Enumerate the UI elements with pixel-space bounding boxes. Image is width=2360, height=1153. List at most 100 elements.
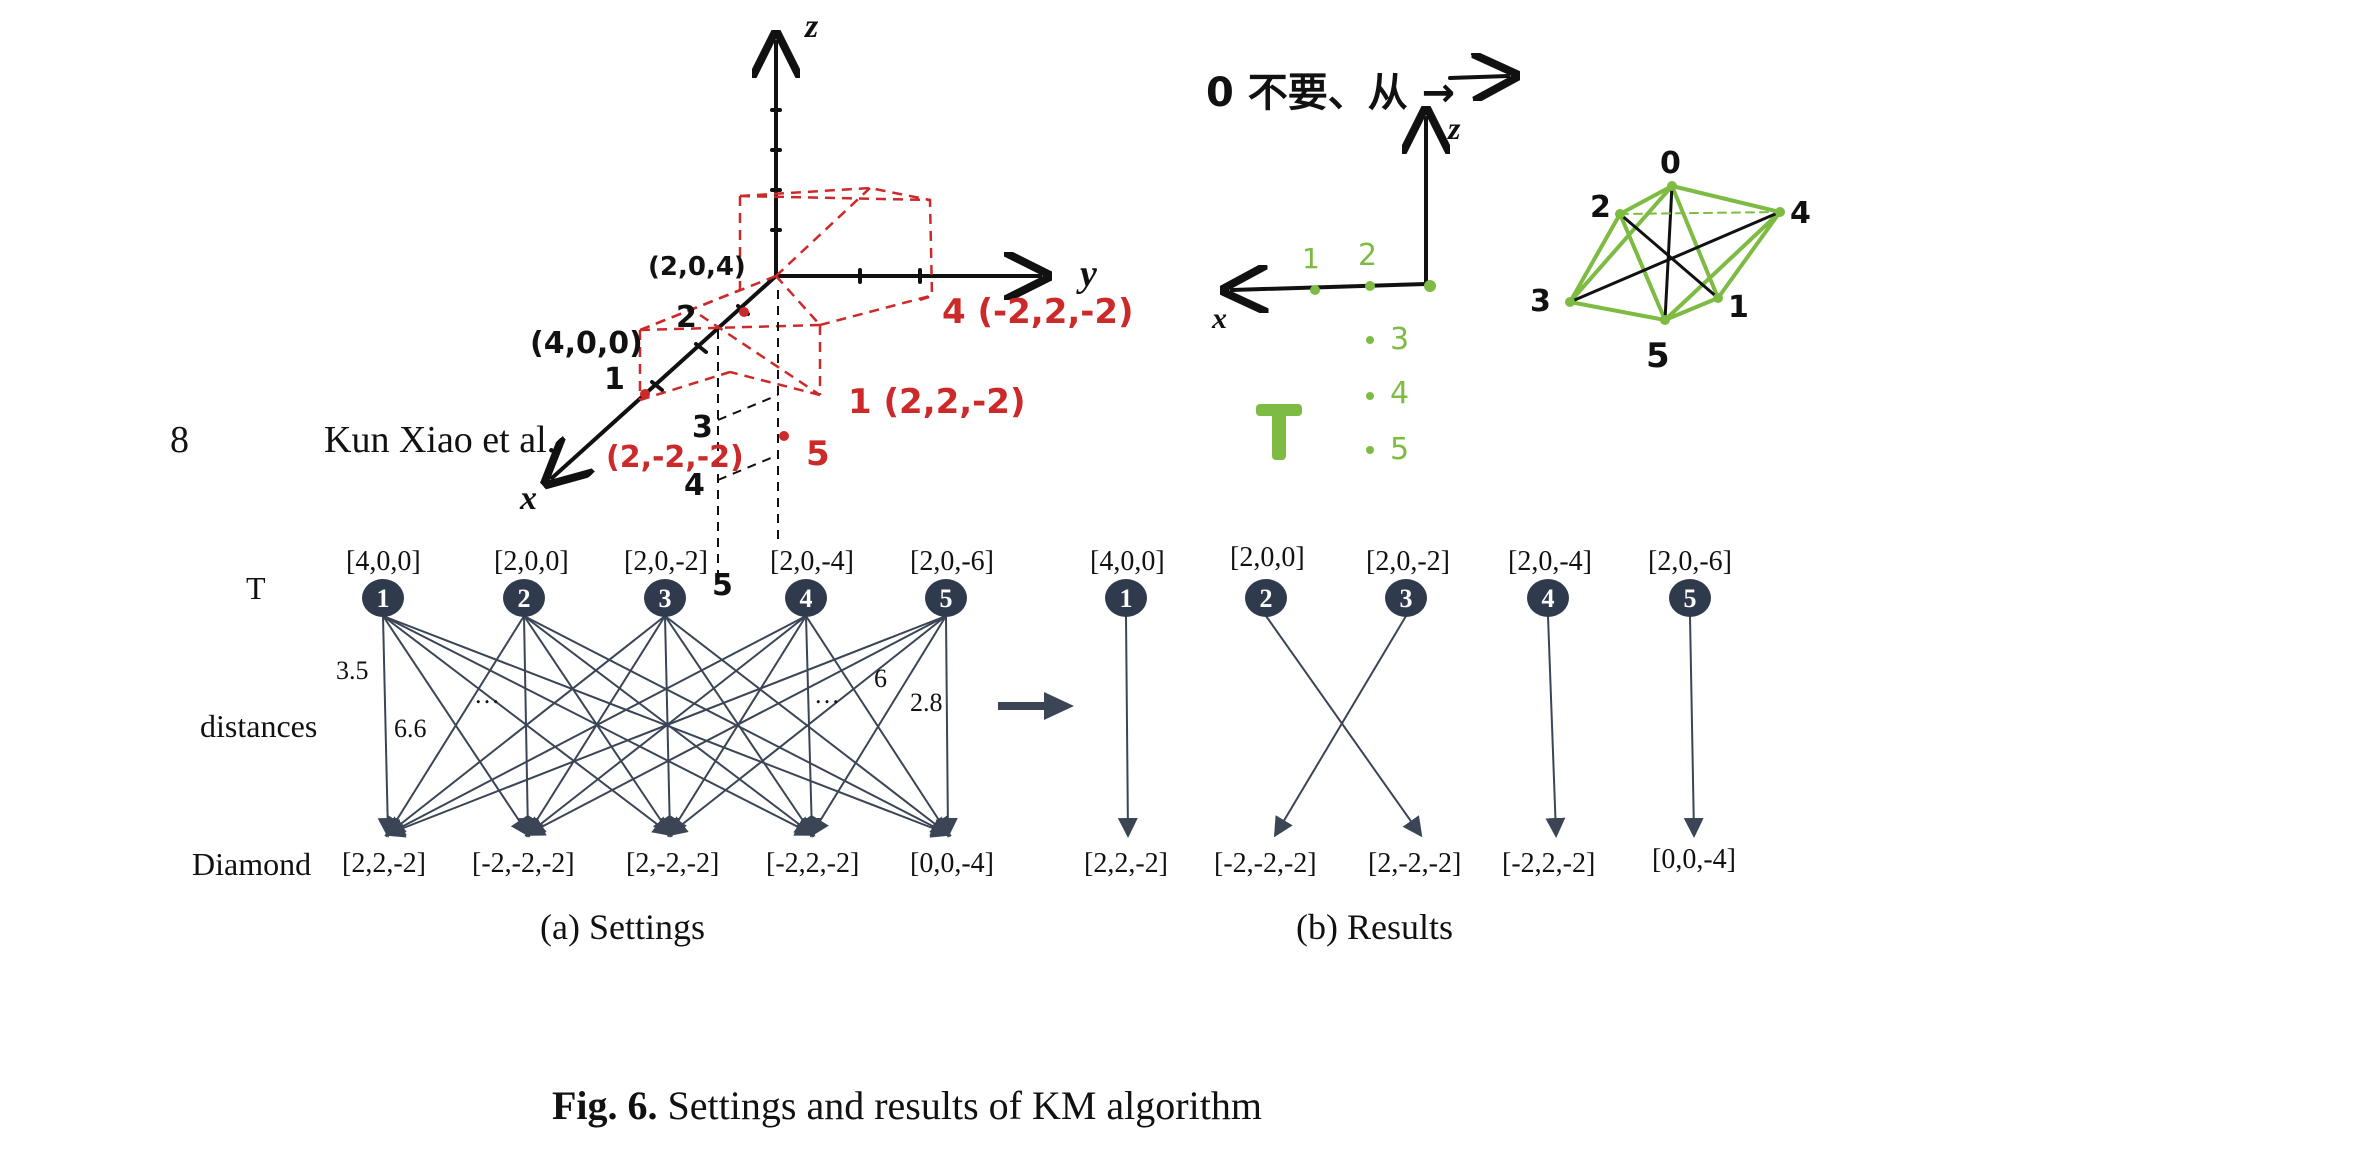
- svg-text:4: 4: [800, 584, 813, 613]
- octa-label-4: 4: [1790, 196, 1811, 231]
- red-point-dot: [779, 431, 789, 441]
- edge-t3-d1: [384, 615, 666, 837]
- edge-t4-d5: [805, 615, 951, 838]
- panel-a-edges: [377, 615, 958, 838]
- red-point-label-1: 1 (2,2,-2): [848, 382, 1026, 422]
- t-coord-2: [2,0,0]: [1230, 542, 1305, 573]
- distance-label: …: [814, 680, 840, 709]
- octa-label-2: 2: [1590, 190, 1611, 225]
- figure-caption-label: Fig. 6.: [552, 1083, 658, 1128]
- svg-text:2: 2: [518, 584, 531, 613]
- edge-t1-d1: [377, 615, 398, 838]
- octa-label-0: 0: [1660, 146, 1681, 181]
- depth-tick-4: 4: [684, 468, 705, 503]
- diamond-coord-2: [-2,-2,-2]: [1214, 848, 1317, 879]
- match-edge-t2: [1265, 615, 1423, 838]
- green-label-3: 3: [1390, 322, 1410, 357]
- x-tick-1: 1: [604, 362, 625, 397]
- right-z-axis-label: z: [1448, 110, 1461, 146]
- t-node-2: 2: [503, 579, 545, 617]
- sketch-red-box: [638, 186, 934, 402]
- red-point-label-4: 4 (-2,2,-2): [942, 292, 1134, 332]
- panel-b-edges: [1117, 615, 1704, 838]
- distance-label: …: [474, 680, 500, 709]
- sketch-right-axes: [1232, 76, 1508, 290]
- sketch-black-dashes: [717, 290, 779, 580]
- svg-text:3: 3: [1400, 584, 1413, 613]
- svg-text:2: 2: [1260, 584, 1273, 613]
- t-node-4: 4: [1527, 579, 1569, 617]
- t-node-3: 3: [1385, 579, 1427, 617]
- row-label-t: T: [246, 570, 266, 606]
- t-node-3: 3: [644, 579, 686, 617]
- t-coord-2: [2,0,0]: [494, 546, 569, 577]
- distance-label: 2.8: [910, 688, 943, 717]
- page-number: 8: [170, 419, 189, 461]
- panel-a-nodes: 1 2 3 4 5: [362, 579, 967, 617]
- x-axis-label: x: [520, 480, 537, 517]
- sketch-green-dots: [1310, 280, 1436, 454]
- diamond-coord-1: [2,2,-2]: [342, 848, 426, 879]
- diamond-coord-4: [-2,2,-2]: [766, 848, 860, 879]
- edge-t5-d1: [384, 615, 947, 838]
- sketch-3d-axes: [552, 42, 1040, 478]
- diamond-coord-3: [2,-2,-2]: [626, 848, 720, 879]
- t-coord-4: [2,0,-4]: [1508, 546, 1592, 577]
- green-label-4: 4: [1390, 376, 1410, 411]
- point-label-400: (4,0,0): [530, 326, 643, 361]
- green-t-text: T: [1256, 396, 1257, 398]
- distance-label: 3.5: [336, 656, 369, 685]
- t-node-2: 2: [1245, 579, 1287, 617]
- red-point-label-5: 5: [806, 434, 830, 474]
- depth-tick-3: 3: [692, 410, 713, 445]
- panel-b-nodes: 1 2 3 4 5: [1105, 579, 1711, 617]
- t-coord-4: [2,0,-4]: [770, 546, 854, 577]
- red-point-dot: [640, 389, 650, 399]
- svg-text:1: 1: [377, 584, 390, 613]
- edge-t5-d2: [524, 615, 947, 836]
- distance-label: 6.6: [394, 714, 427, 743]
- handwritten-note: 0 不要、从 →: [1206, 70, 1456, 116]
- point-label-204: (2,0,4): [648, 252, 746, 282]
- green-label-5: 5: [1390, 432, 1410, 467]
- running-authors: Kun Xiao et al.: [324, 419, 557, 461]
- row-label-diamond: Diamond: [192, 846, 312, 882]
- t-coord-3: [2,0,-2]: [624, 546, 708, 577]
- transition-arrow: [998, 692, 1074, 720]
- t-node-5: 5: [1669, 579, 1711, 617]
- green-label-1: 1: [1302, 242, 1320, 275]
- edge-t2-d1: [385, 615, 525, 838]
- match-edge-t1: [1117, 615, 1138, 838]
- t-coord-3: [2,0,-2]: [1366, 546, 1450, 577]
- z-axis-label: z: [805, 8, 819, 45]
- depth-tick-5: 5: [712, 568, 733, 603]
- t-coord-1: [4,0,0]: [1090, 546, 1165, 577]
- svg-text:5: 5: [940, 584, 953, 613]
- edge-t5-d5: [937, 615, 958, 838]
- t-node-1: 1: [1105, 579, 1147, 617]
- t-node-5: 5: [925, 579, 967, 617]
- diamond-coord-4: [-2,2,-2]: [1502, 848, 1596, 879]
- red-point-label-3: (2,-2,-2): [606, 440, 744, 475]
- panel-b-caption: (b) Results: [1296, 907, 1453, 947]
- edge-t5-d3: [666, 615, 947, 837]
- sketch-octahedron: [1565, 181, 1785, 325]
- match-edge-t4: [1545, 615, 1566, 838]
- y-axis-label: y: [1080, 253, 1097, 295]
- t-coord-5: [2,0,-6]: [1648, 546, 1732, 577]
- svg-text:3: 3: [659, 584, 672, 613]
- edge-t4-d1: [384, 615, 807, 836]
- green-label-2: 2: [1358, 238, 1378, 273]
- diamond-coord-5: [0,0,-4]: [1652, 844, 1736, 875]
- figure-caption: Fig. 6. Settings and results of KM algor…: [552, 1082, 1262, 1129]
- octa-label-5: 5: [1646, 336, 1670, 376]
- match-edge-t5: [1683, 615, 1704, 838]
- right-x-axis-label: x: [1212, 302, 1227, 335]
- diamond-coord-1: [2,2,-2]: [1084, 848, 1168, 879]
- t-coord-5: [2,0,-6]: [910, 546, 994, 577]
- octa-label-1: 1: [1728, 290, 1749, 325]
- distance-label: 6: [874, 664, 887, 693]
- row-label-distances: distances: [200, 708, 318, 744]
- diamond-coord-3: [2,-2,-2]: [1368, 848, 1462, 879]
